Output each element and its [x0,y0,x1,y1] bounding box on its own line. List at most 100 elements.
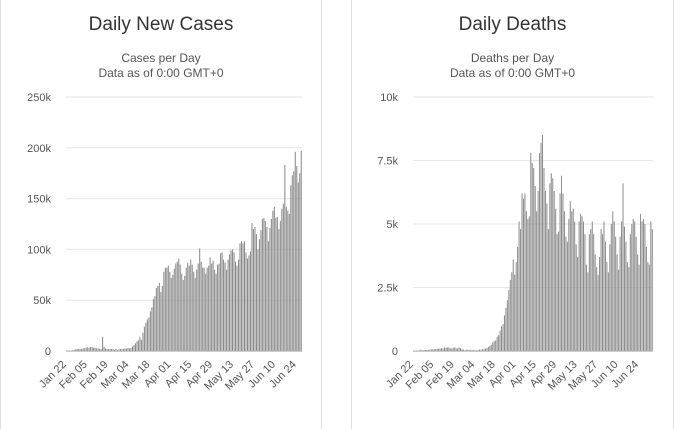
cases-bar [230,250,232,351]
deaths-bar [443,347,445,351]
cases-bar [103,346,105,351]
cases-bar [70,350,72,351]
deaths-chart-panel: Daily Deaths Deaths per Day Data as of 0… [351,0,674,429]
cases-bar [152,299,154,351]
cases-bar [193,271,195,351]
cases-bar [130,347,132,351]
cases-bar [191,264,193,351]
deaths-bar [542,135,544,351]
cases-ytick-label: 100k [27,244,51,256]
cases-bar [154,296,156,351]
deaths-bar [569,201,571,351]
cases-ytick-label: 0 [45,346,51,358]
deaths-bar [619,236,621,351]
deaths-bar [585,264,587,351]
deaths-bar [465,349,467,351]
cases-bar [261,218,263,351]
deaths-bar [600,229,602,351]
cases-bar [227,259,229,351]
deaths-bar [606,262,608,351]
deaths-bar [623,226,625,351]
deaths-bar [470,349,472,351]
deaths-bar [514,274,516,351]
deaths-bar [467,349,469,351]
cases-bar [211,263,213,351]
deaths-bar [581,216,583,351]
cases-bar [220,253,222,351]
deaths-bar [616,254,618,351]
cases-bar [142,332,144,351]
deaths-bar [430,349,432,351]
cases-bar [85,347,87,351]
cases-bar [285,206,287,351]
deaths-bar [511,272,513,351]
deaths-bar [552,178,554,351]
deaths-bar [591,221,593,351]
cases-bar [167,265,169,351]
deaths-bar [561,175,563,351]
deaths-bar [568,218,570,351]
deaths-bar [572,208,574,351]
cases-bar [194,277,196,351]
deaths-chart-data-date: Data as of 0:00 GMT+0 [449,66,576,80]
cases-bar [288,213,290,351]
deaths-bar [621,221,623,351]
deaths-bar [610,224,612,351]
cases-bar [296,166,298,351]
cases-bar [118,349,120,351]
deaths-bar [479,349,481,351]
deaths-bar [524,193,526,351]
deaths-bar [433,349,435,351]
deaths-bar [448,347,450,351]
cases-bar [293,171,295,351]
deaths-bar [496,336,498,351]
deaths-bar [603,221,605,351]
cases-bar [117,350,119,351]
deaths-chart-subtitle: Deaths per Day [470,51,555,65]
cases-bar [96,348,98,351]
deaths-bar [527,218,529,351]
cases-bar [185,267,187,351]
cases-bar [164,267,166,351]
cases-bar [218,263,220,351]
cases-bar [125,348,128,351]
cases-bar [82,348,84,351]
deaths-bar [549,183,551,351]
cases-bar [221,252,223,351]
cases-bar [161,285,163,351]
deaths-bar [509,279,511,351]
cases-bar [206,267,208,351]
deaths-bar [640,213,642,351]
deaths-ytick-label: 0 [392,346,398,358]
cases-bar [299,173,301,351]
deaths-bar [553,190,555,351]
cases-bar [251,222,253,351]
cases-bar [160,292,162,351]
cases-bar [136,341,138,351]
deaths-bar [543,168,545,351]
cases-bar [73,350,75,351]
deaths-bar [582,221,584,351]
cases-bar [105,348,107,351]
deaths-bar [578,221,580,351]
deaths-bar [477,349,479,351]
cases-bar [112,349,114,351]
cases-bar [93,347,95,351]
cases-bar [114,349,116,351]
cases-bar [81,348,83,351]
cases-bar [272,210,274,351]
cases-bar [199,248,201,351]
cases-bar [111,349,113,351]
deaths-bar [635,236,637,351]
cases-bar [205,273,207,351]
deaths-bar [631,224,633,351]
deaths-bar [596,267,598,351]
deaths-bar [518,221,520,351]
cases-bar [122,348,125,351]
deaths-bar [476,350,478,351]
cases-bar [127,347,129,351]
deaths-bar [505,307,507,351]
deaths-bar [604,241,606,351]
cases-bar [254,227,256,351]
cases-bar [84,348,86,351]
